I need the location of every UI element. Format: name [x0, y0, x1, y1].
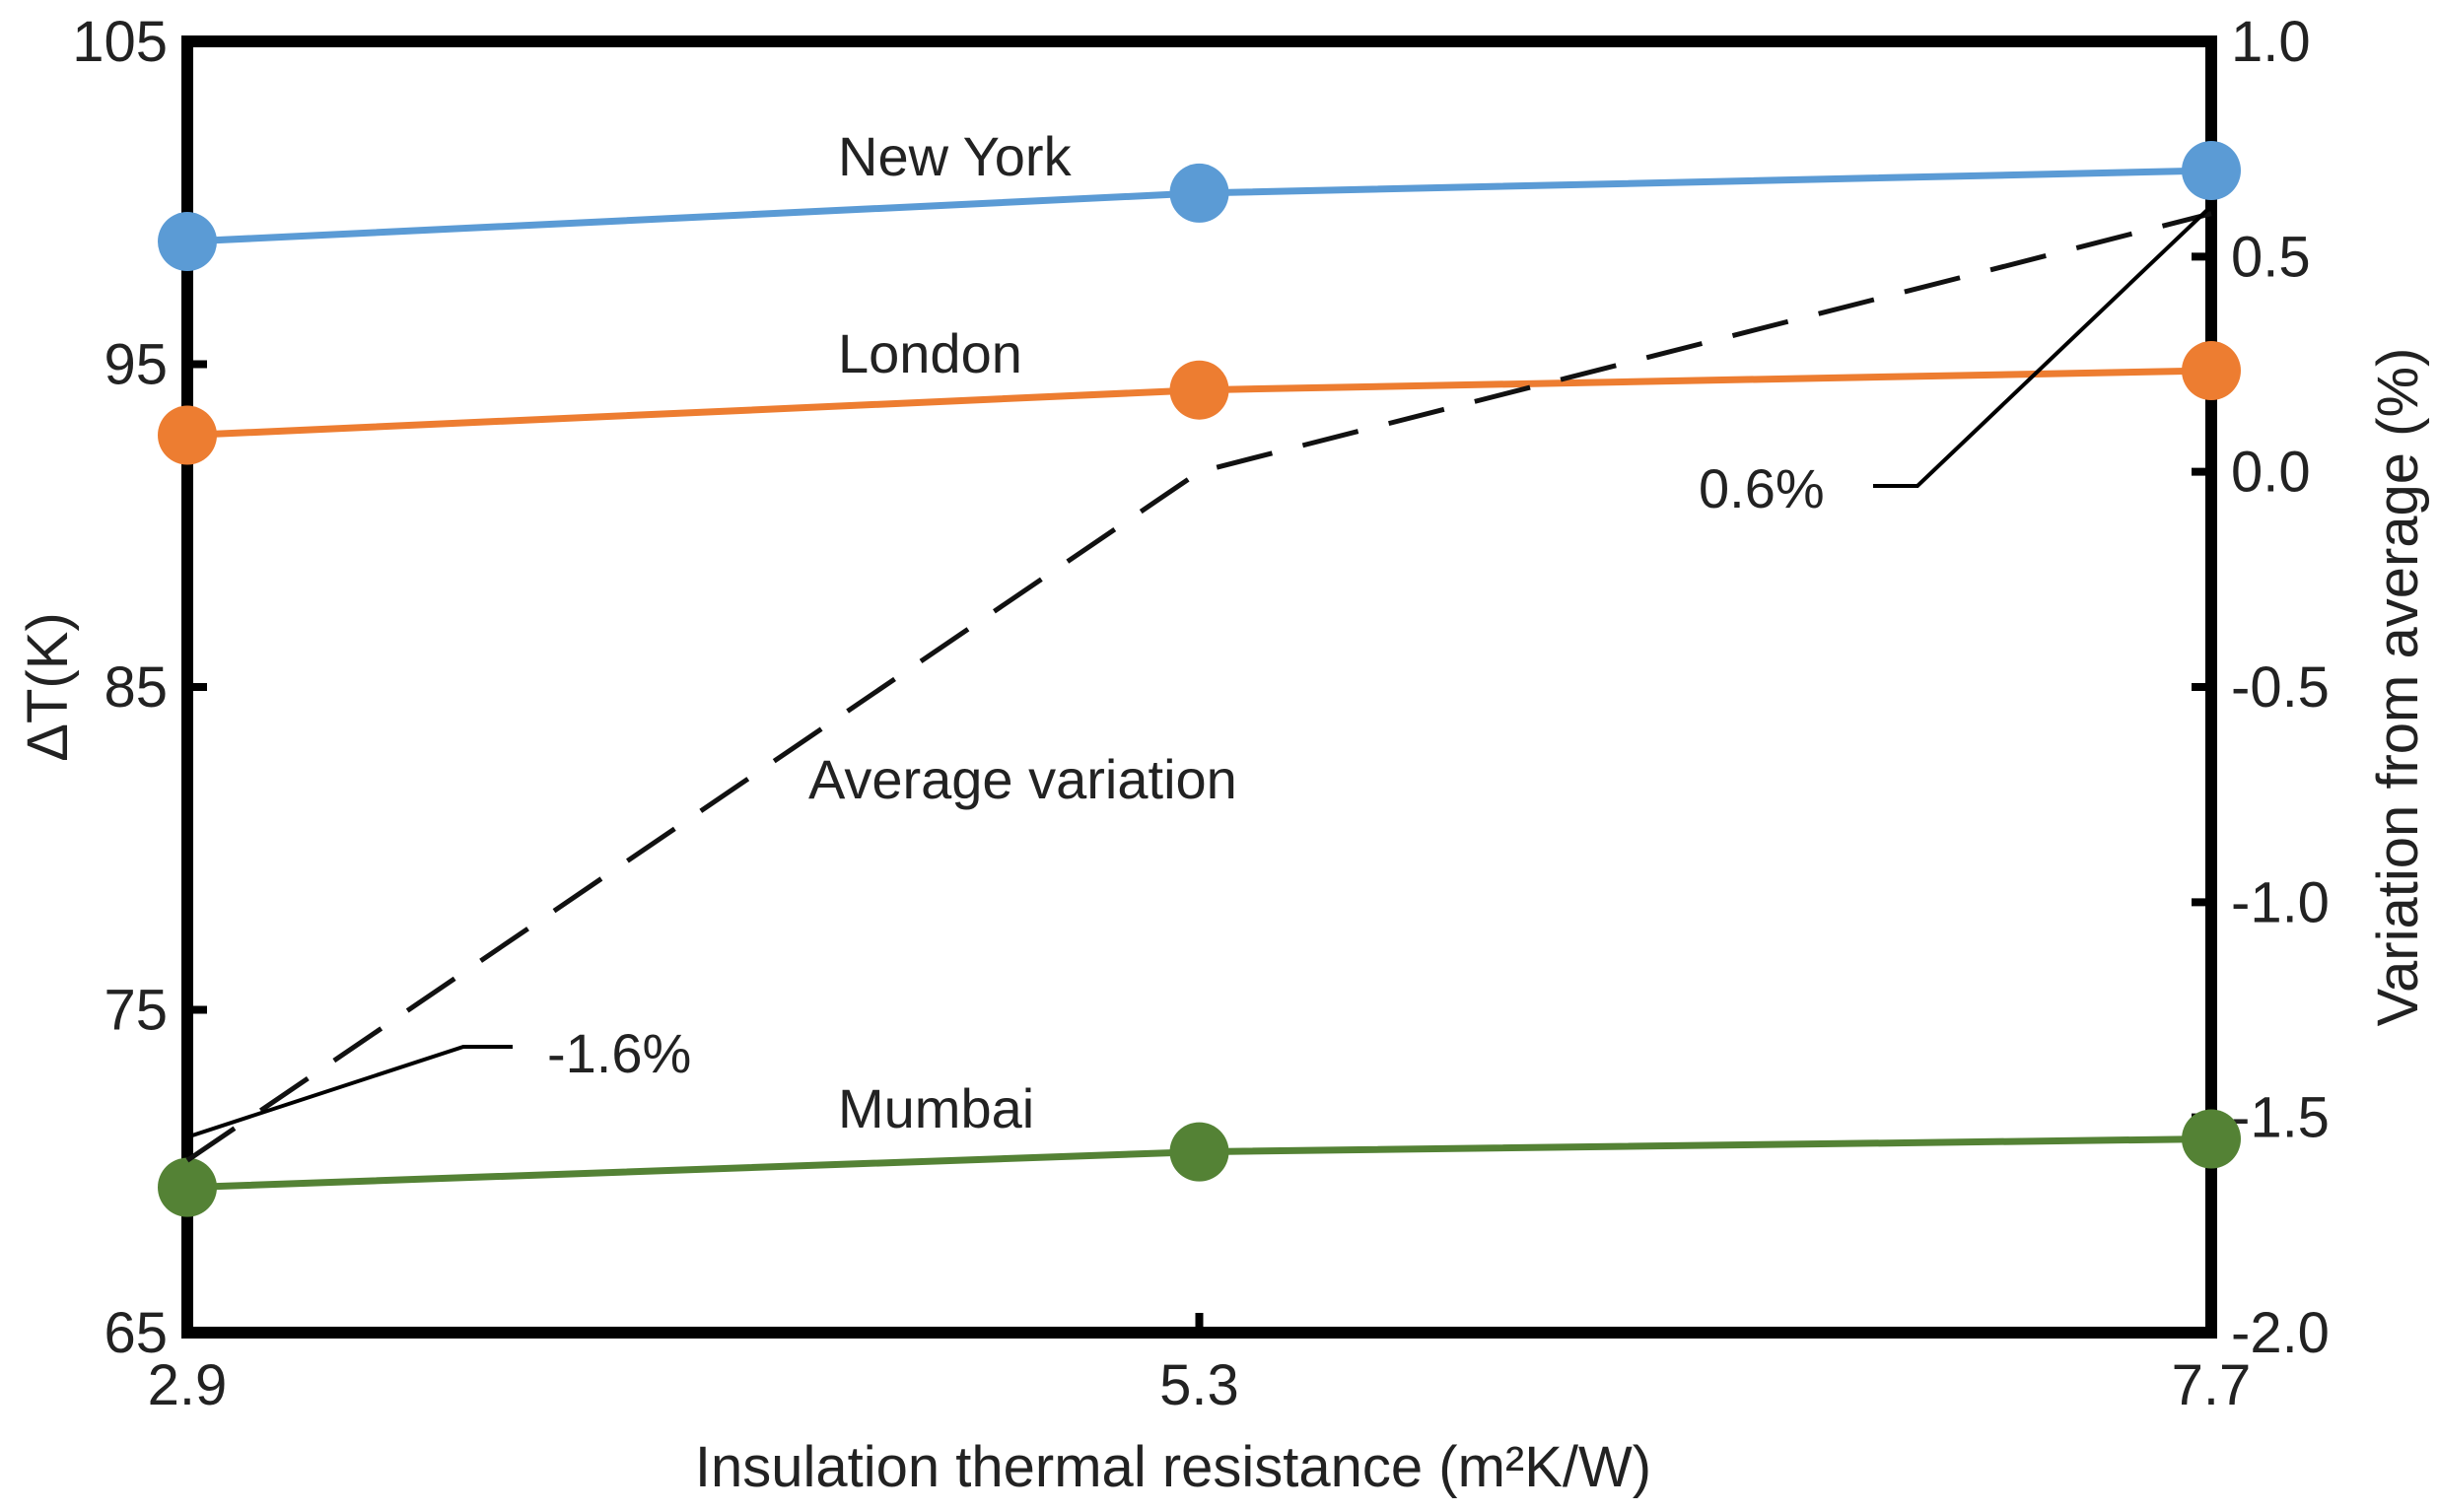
x-tick-label: 2.9: [148, 1353, 228, 1417]
series-point-london: [158, 405, 217, 465]
annotation-start-label: -1.6%: [547, 1022, 691, 1084]
y-left-tick-label: 85: [104, 655, 168, 720]
annotation-leader-end: [1873, 207, 2210, 488]
series-point-new-york: [2182, 141, 2241, 200]
series-point-london: [2182, 341, 2241, 401]
series-label-mumbai: Mumbai: [838, 1077, 1034, 1139]
y-left-axis-title: ΔT(K): [16, 612, 80, 762]
y-right-tick-label: -1.5: [2231, 1086, 2330, 1150]
y-left-tick-label: 95: [104, 333, 168, 397]
series-label-new-york: New York: [838, 125, 1073, 187]
series-point-london: [1169, 360, 1229, 420]
x-tick-label: 7.7: [2172, 1353, 2252, 1417]
series-point-new-york: [1169, 163, 1229, 223]
y-right-tick-label: -0.5: [2231, 655, 2330, 720]
series-label-london: London: [838, 322, 1022, 384]
annotation-leader-start: [191, 1045, 513, 1137]
series-label-average-variation: Average variation: [808, 748, 1237, 810]
series-layer: [158, 141, 2241, 1217]
y-right-tick-label: 1.0: [2231, 10, 2311, 74]
series-point-new-york: [158, 212, 217, 272]
y-right-axis-title: Variation from average (%): [2366, 348, 2430, 1027]
y-right-tick-label: 0.5: [2231, 225, 2311, 289]
y-left-tick-label: 105: [72, 10, 168, 74]
series-point-mumbai: [2182, 1109, 2241, 1169]
series-point-mumbai: [158, 1157, 217, 1217]
series-point-mumbai: [1169, 1122, 1229, 1182]
y-left-tick-label: 65: [104, 1301, 168, 1365]
y-right-tick-label: -1.0: [2231, 870, 2330, 934]
series-line-average-variation: [185, 211, 2212, 1163]
y-right-tick-label: 0.0: [2231, 441, 2311, 505]
y-left-tick-label: 75: [104, 979, 168, 1043]
x-tick-label: 5.3: [1159, 1353, 1239, 1417]
y-right-tick-label: -2.0: [2231, 1301, 2330, 1365]
annotation-end-label: 0.6%: [1699, 457, 1825, 519]
axis-ticks: 65 75 85 95 105 -2.0 -1.5 -1.0 -0.5 0.0 0.5 1.0 2.9 5…: [72, 10, 2330, 1417]
x-axis-title: Insulation thermal resistance (m²K/W): [695, 1435, 1651, 1499]
